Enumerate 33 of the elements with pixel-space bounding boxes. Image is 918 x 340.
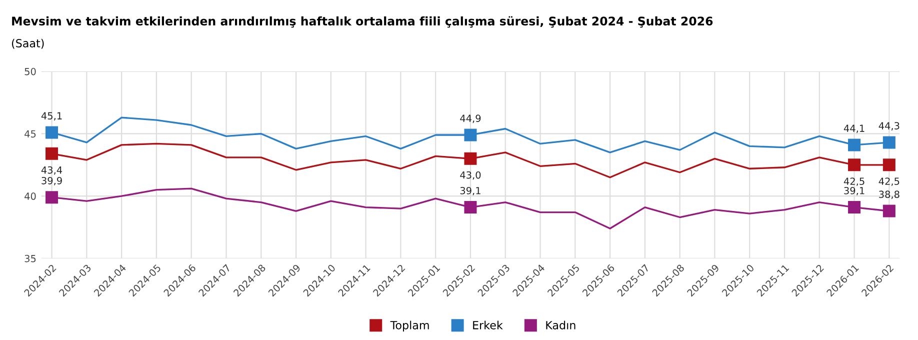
point (848, 138, 861, 152)
legend-label: Erkek (473, 320, 503, 330)
point (46, 191, 58, 204)
point (882, 158, 896, 172)
point (848, 158, 861, 172)
data-label: 38,8 (879, 190, 900, 200)
data-label: 43,0 (460, 171, 481, 180)
point (46, 147, 58, 160)
chart-subtitle: (Saat) (12, 38, 44, 49)
point (882, 136, 896, 149)
data-label: 39,1 (844, 186, 864, 196)
data-label: 39,1 (460, 186, 480, 196)
data-label: 44,9 (460, 114, 481, 123)
legend-label: Kadın (546, 320, 576, 330)
y-tick-label: 45 (24, 130, 36, 138)
chart-title: Mevsim ve takvim etkilerinden arındırılmış haftalık ortalama fiili çalışma süresi, Şubat 2024 - Şubat 2026 (12, 16, 713, 28)
data-label: 45,1 (41, 112, 62, 120)
point (464, 201, 477, 214)
point (464, 128, 477, 142)
data-label: 44,3 (878, 122, 900, 130)
data-label: 44,1 (844, 124, 864, 133)
point (848, 201, 861, 214)
data-label: 42,5 (844, 178, 864, 186)
data-label: 43,4 (41, 166, 62, 175)
legend-label: Toplam (390, 320, 429, 332)
point (464, 152, 477, 165)
y-tick-label: 40 (24, 192, 36, 200)
y-tick-label: 35 (24, 254, 36, 262)
point (46, 126, 58, 139)
y-tick-label: 50 (24, 68, 36, 76)
data-label: 42,5 (878, 178, 900, 186)
point (882, 204, 896, 218)
data-label: 39,9 (42, 176, 62, 186)
